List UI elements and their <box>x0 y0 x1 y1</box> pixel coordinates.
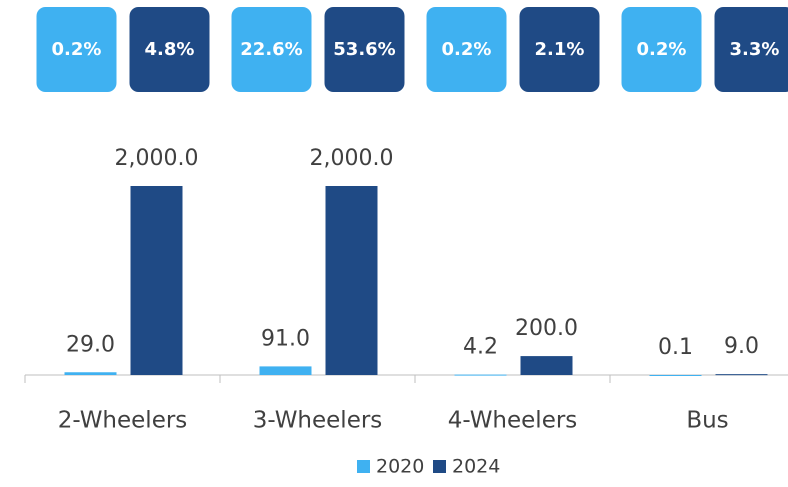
x-tick-label: 3-Wheelers <box>253 408 383 434</box>
value-label: 2,000.0 <box>310 146 394 171</box>
share-label: 2.1% <box>535 39 585 60</box>
value-label: 4.2 <box>463 335 498 360</box>
value-label: 9.0 <box>724 334 759 359</box>
bar <box>520 356 573 375</box>
bar <box>325 186 378 375</box>
share-badge <box>621 7 702 92</box>
share-badge <box>324 7 405 92</box>
bar <box>64 372 117 375</box>
x-tick-label: 4-Wheelers <box>448 408 578 434</box>
legend-label: 2024 <box>452 456 500 478</box>
value-label: 200.0 <box>515 316 578 341</box>
share-label: 0.2% <box>442 39 492 60</box>
share-badge <box>36 7 117 92</box>
share-label: 0.2% <box>637 39 687 60</box>
share-badge <box>129 7 210 92</box>
bar <box>130 186 183 375</box>
share-label: 53.6% <box>333 39 395 60</box>
bar <box>649 374 702 376</box>
x-tick-label: Bus <box>686 408 728 434</box>
legend-swatch <box>433 460 446 473</box>
share-badge <box>519 7 600 92</box>
value-label: 29.0 <box>66 332 115 357</box>
share-badge <box>426 7 507 92</box>
value-label: 0.1 <box>658 335 693 360</box>
value-label: 2,000.0 <box>115 146 199 171</box>
bar <box>259 366 312 375</box>
share-label: 0.2% <box>52 39 102 60</box>
share-label: 4.8% <box>145 39 195 60</box>
share-badge <box>714 7 788 92</box>
legend-swatch <box>357 460 370 473</box>
bar <box>454 374 507 376</box>
x-tick-label: 2-Wheelers <box>58 408 188 434</box>
share-badge <box>231 7 312 92</box>
value-label: 91.0 <box>261 326 310 351</box>
legend-label: 2020 <box>376 456 424 478</box>
bar <box>715 374 768 376</box>
share-label: 3.3% <box>730 39 780 60</box>
share-label: 22.6% <box>240 39 302 60</box>
